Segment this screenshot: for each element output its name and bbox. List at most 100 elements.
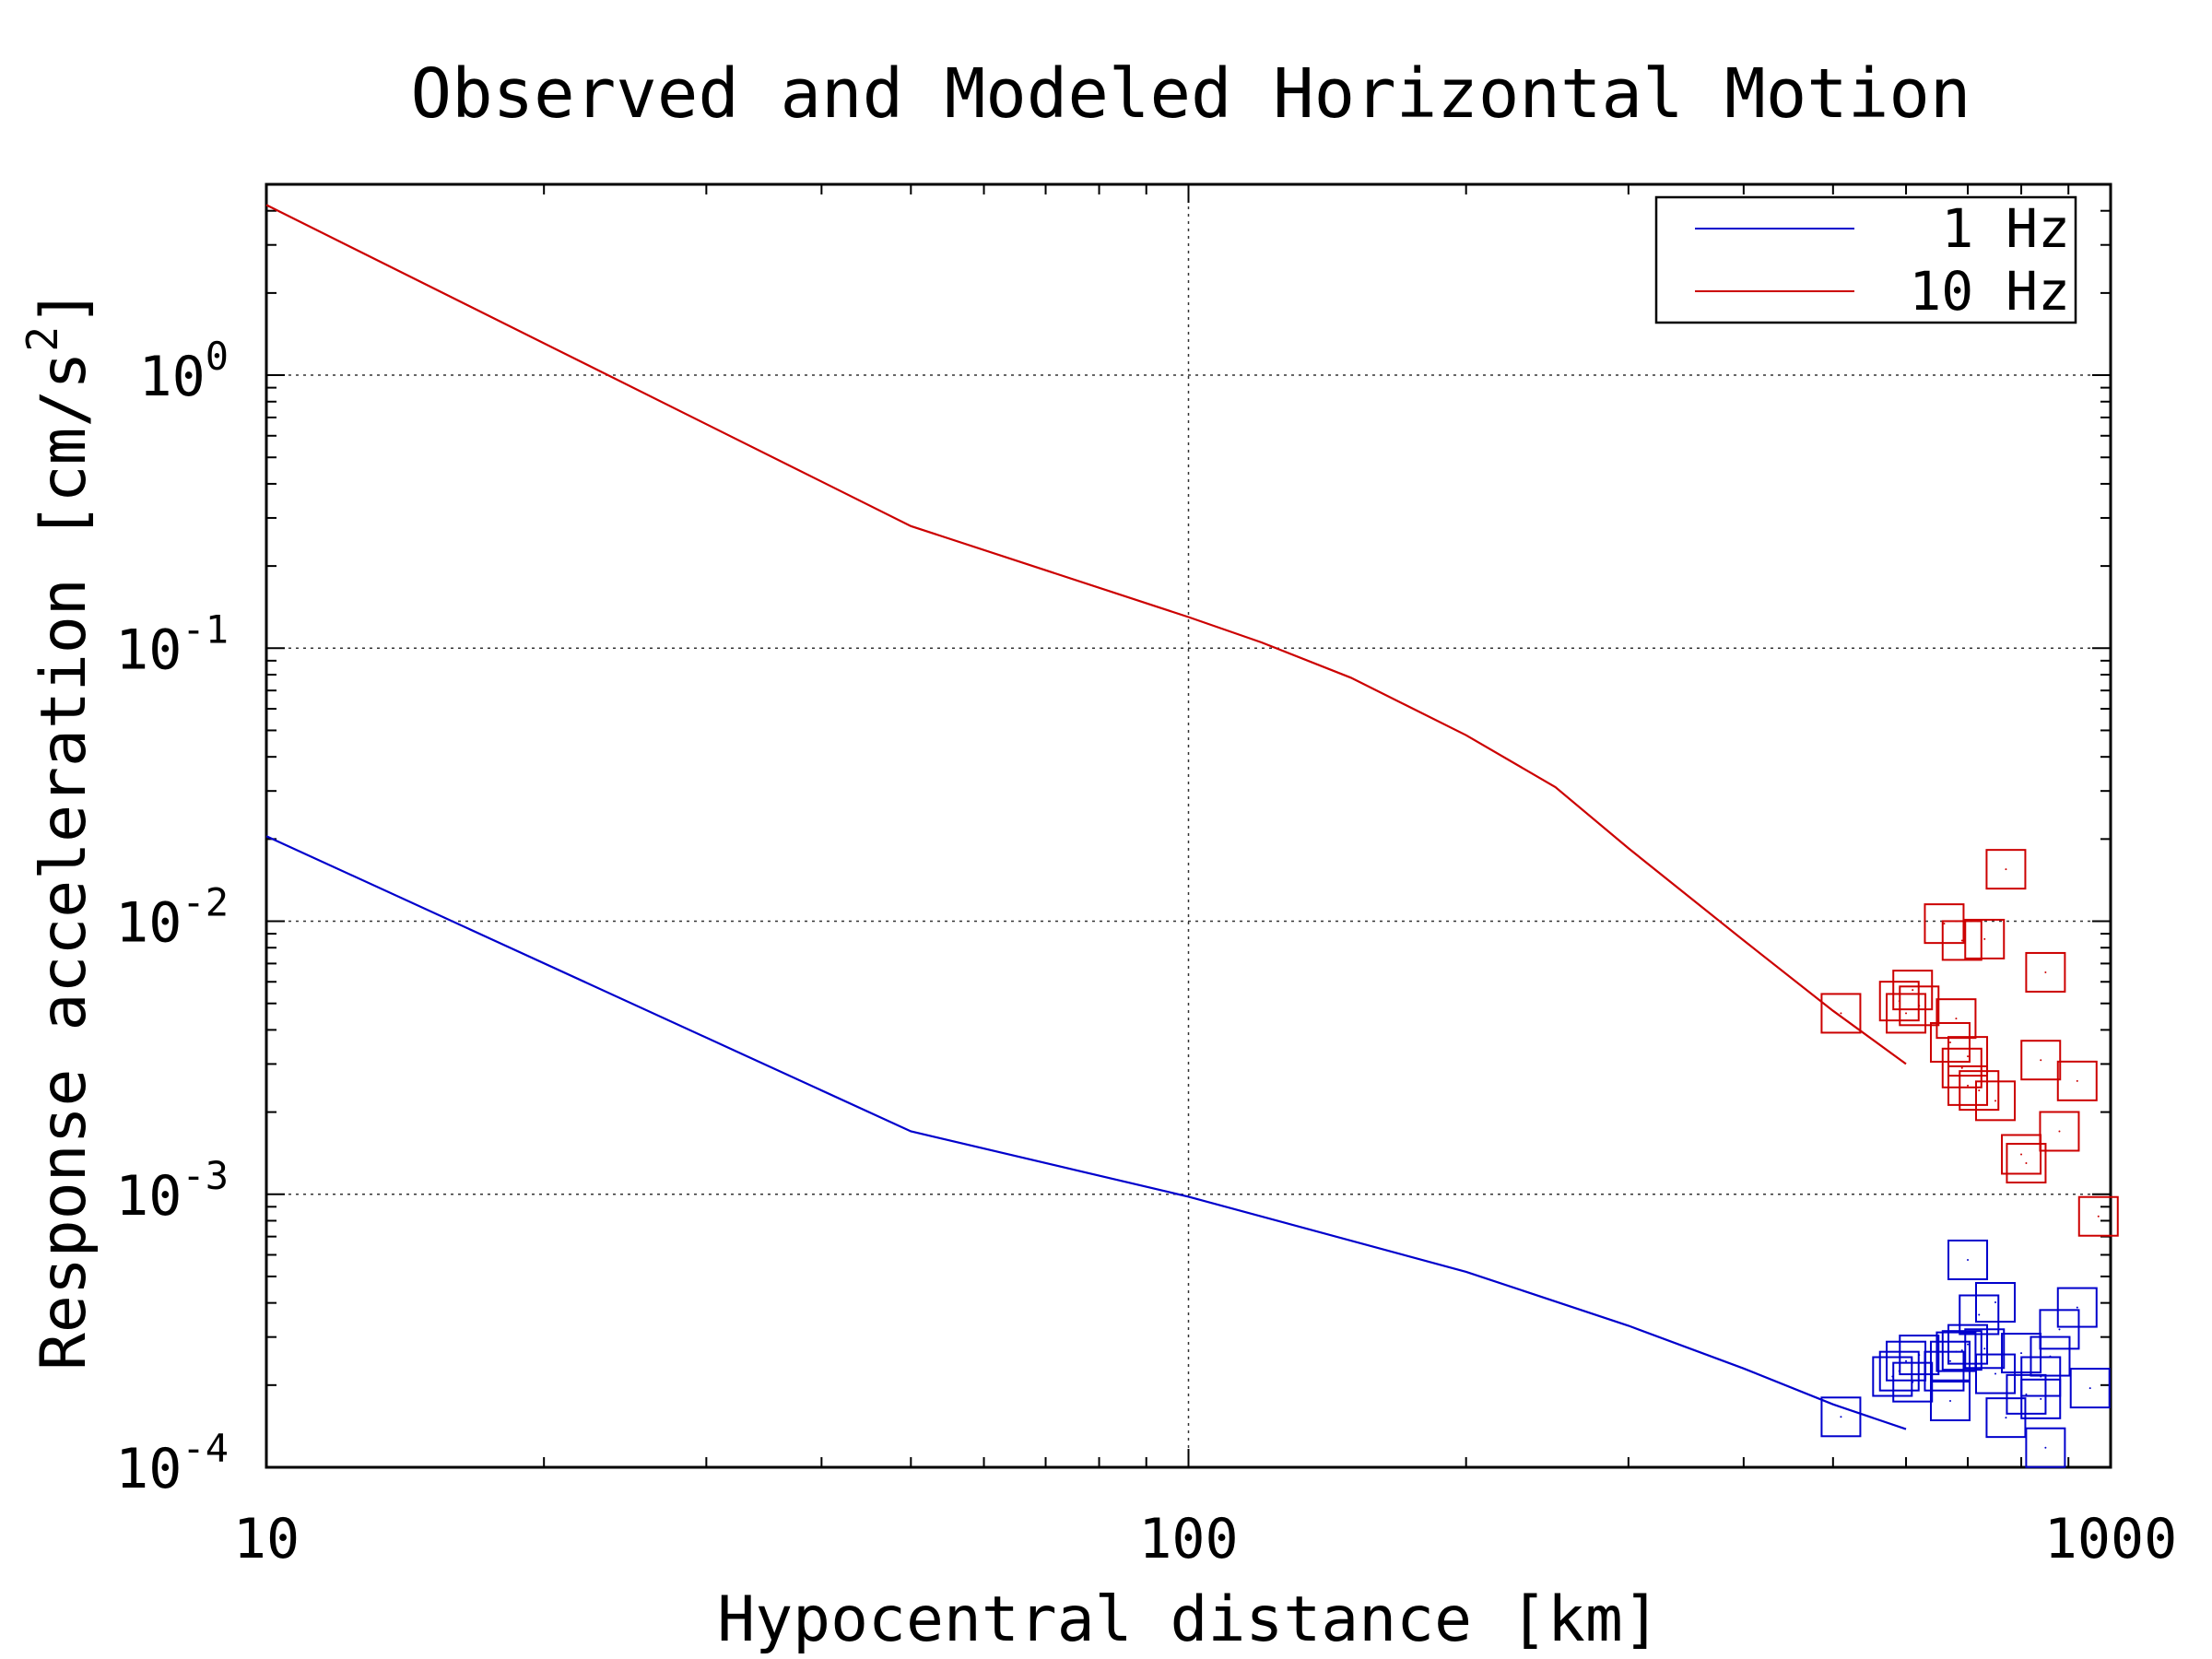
observed-point-center [2076,1306,2078,1309]
observed-point-center [2097,1215,2100,1218]
observed-point-center [1918,1354,1921,1357]
observed-point-center [1967,1258,1970,1261]
observed-point-center [1978,1313,1981,1316]
observed-point-center [2044,971,2047,973]
observed-point-marker [2006,1143,2047,1184]
observed-point-marker [1929,1021,1971,1063]
y-tick-label-exponent: -2 [182,880,229,925]
observed-point-center [1948,1359,1951,1362]
observed-point-marker [2030,1335,2071,1377]
observed-point-marker [1899,985,1940,1027]
y-tick-label-exponent: -3 [182,1153,229,1198]
observed-point-center [1912,1381,1914,1383]
observed-point-marker [1941,1047,1983,1088]
y-tick-label: 10-4 [115,1426,229,1501]
legend-label-2: 10 Hz [1909,260,2070,323]
y-tick-label-exponent: -1 [182,606,229,652]
observed-point-center [1948,1041,1951,1043]
observed-point-marker [1964,1328,2006,1370]
observed-point-center [2076,1079,2078,1082]
observed-point-marker [1924,903,1965,945]
legend-label-1: 1 Hz [1941,197,2070,260]
y-tick-label: 100 [138,334,229,409]
observed-point-marker [1929,1381,1971,1422]
observed-point-center [1960,939,1963,942]
y-tick-label-base: 10 [115,618,182,682]
observed-point-center [1905,1359,1908,1362]
observed-point-center [2049,1355,2052,1358]
observed-point-marker [1941,1330,1983,1371]
observed-point-center [2044,1446,2047,1449]
observed-point-marker [2025,1427,2066,1468]
observed-point-marker [1947,1036,1989,1077]
observed-point-center [2058,1328,2061,1331]
observed-point-center [1955,1018,1958,1020]
observed-point-center [2040,1397,2042,1400]
observed-point-center [2020,1352,2023,1355]
y-tick-label-base: 10 [115,891,182,956]
y-axis-label-prefix: Response acceleration [cm/s [28,352,100,1371]
observed-point-center [2005,868,2007,871]
observed-point-center [1983,937,1986,940]
observed-point-marker [1947,1324,1989,1365]
observed-point-center [1943,923,1946,925]
observed-point-center [1967,1055,1970,1058]
x-tick-label: 1000 [2044,1507,2178,1571]
observed-point-marker [1947,1239,1989,1280]
y-tick-label: 10-1 [115,606,229,682]
observed-point-marker [1820,993,1862,1034]
observed-point-center [1994,1301,1996,1304]
x-tick-label: 10 [233,1507,300,1571]
y-tick-label-exponent: 0 [206,334,229,379]
observed-point-marker [1974,1080,2016,1122]
observed-point-center [2025,1393,2028,1395]
observed-point-marker [2077,1195,2119,1237]
axis-ticks [265,183,2111,1468]
observed-point-marker [1936,1331,1977,1372]
observed-point-center [1955,1350,1958,1353]
observed-point-center [1960,1349,1963,1352]
observed-point-marker [2056,1060,2098,1101]
observed-point-center [1994,1100,1996,1102]
observed-point-center [2088,1387,2091,1390]
observed-point-center [2005,1417,2007,1419]
y-tick-label: 10-2 [115,880,229,956]
observed-point-center [1840,1012,1842,1015]
y-axis-label-sup: 2 [18,326,67,352]
observed-point-marker [2039,1111,2080,1152]
observed-point-marker [2039,1309,2080,1350]
observed-point-marker [1974,1282,2016,1324]
legend-box [1654,195,2077,324]
observed-point-marker [1974,1353,2016,1394]
observed-point-marker [2025,951,2066,993]
observed-point-center [2058,1130,2061,1133]
observed-point-marker [1959,1070,2000,1112]
y-axis-label: Response acceleration [cm/s2] [18,288,100,1371]
observed-point-center [1983,1347,1986,1350]
observed-point-center [1918,1005,1921,1007]
observed-point-marker [2006,1373,2047,1415]
observed-point-marker [1936,998,1977,1040]
observed-point-center [1967,1343,1970,1346]
observed-point-marker [1899,1335,1940,1376]
observed-point-center [2040,1059,2042,1062]
observed-point-center [1948,1400,1951,1403]
observed-point-center [1967,1084,1970,1087]
observed-point-center [1840,1416,1842,1418]
observed-point-marker [2020,1378,2062,1419]
observed-point-marker [1985,849,2027,890]
observed-point-marker [1959,1294,2000,1335]
y-tick-label-base: 10 [115,1437,182,1501]
observed-point-center [1978,1089,1981,1092]
series-line-2 [265,204,1907,1065]
y-tick-label-base: 10 [138,345,205,409]
observed-point-marker [1929,1340,1971,1382]
y-tick-label: 10-3 [115,1153,229,1229]
y-axis-label-suffix: ] [28,288,100,326]
observed-point-marker [1947,1065,1989,1106]
observed-point-center [2020,1153,2023,1156]
observed-point-marker [2020,1040,2062,1081]
